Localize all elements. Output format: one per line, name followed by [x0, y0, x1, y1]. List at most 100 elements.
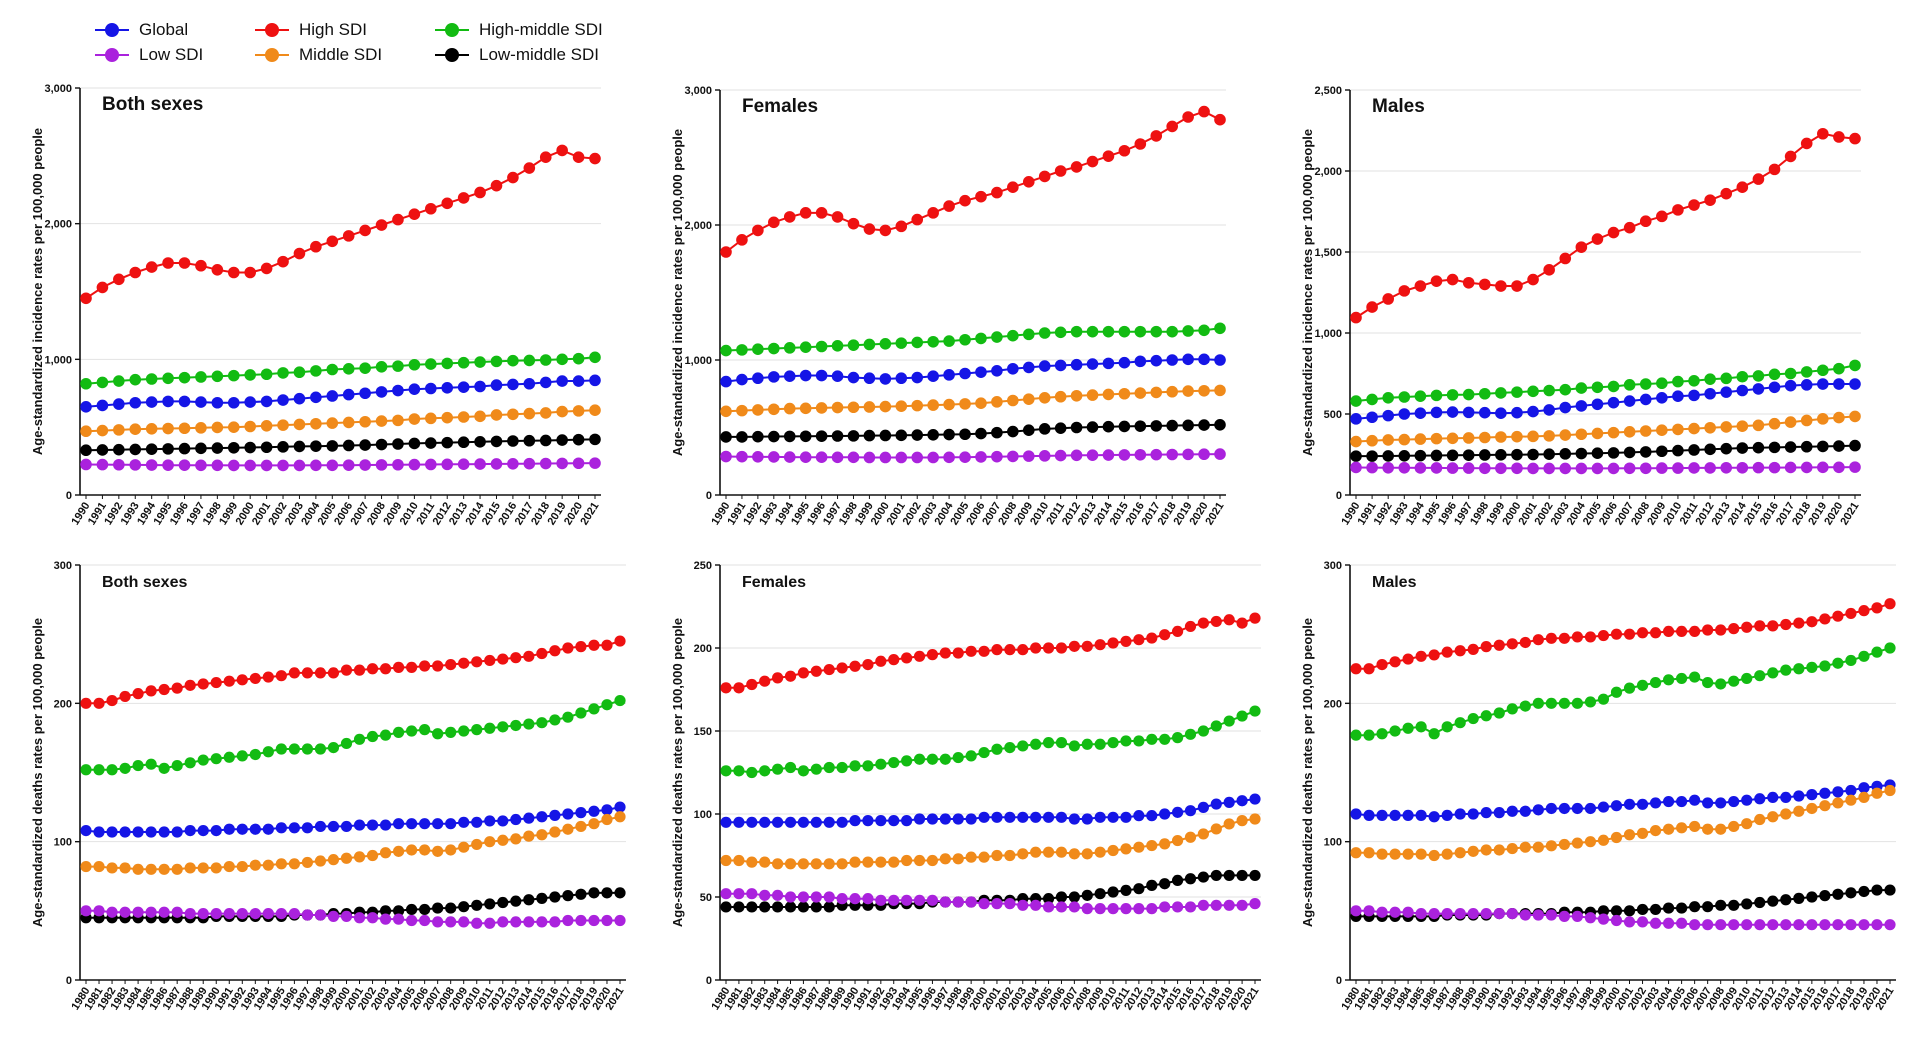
data-point [340, 737, 353, 750]
data-point [1623, 446, 1636, 459]
data-point [1389, 656, 1401, 668]
data-point [1197, 617, 1209, 629]
data-point [80, 825, 92, 837]
data-point [1519, 909, 1531, 921]
data-point [601, 914, 613, 927]
data-point [1350, 413, 1362, 425]
data-point [197, 754, 209, 766]
data-point [145, 863, 157, 875]
data-point [752, 372, 764, 385]
data-point [1182, 419, 1194, 432]
data-point [223, 860, 235, 873]
data-point [1545, 697, 1557, 709]
data-point [1511, 430, 1523, 443]
series-line [1356, 789, 1891, 857]
data-point [1559, 383, 1572, 396]
data-point [1007, 450, 1019, 463]
series-line [85, 149, 596, 300]
data-point [1793, 663, 1805, 675]
data-point [1728, 675, 1740, 687]
data-point [1054, 390, 1067, 403]
series-high-middle-sdi [80, 351, 601, 390]
data-point [474, 436, 486, 448]
data-point [1689, 794, 1701, 806]
data-point [752, 224, 764, 237]
data-point [1007, 362, 1019, 375]
data-point [406, 914, 418, 927]
data-point [310, 417, 322, 430]
data-point [1506, 908, 1518, 920]
legend-marker [255, 48, 289, 62]
data-point [849, 856, 861, 868]
data-point [991, 331, 1003, 343]
y-tick-label: 1,000 [44, 354, 72, 366]
data-point [911, 371, 924, 384]
data-point [1728, 899, 1740, 911]
data-point [1871, 919, 1883, 931]
data-point [1676, 822, 1688, 834]
data-point [1236, 899, 1248, 911]
data-point [197, 908, 209, 920]
x-tick-label: 2021 [578, 500, 601, 527]
data-point [195, 422, 207, 434]
data-point [539, 434, 552, 447]
data-point [720, 682, 732, 694]
data-point [1054, 165, 1067, 177]
data-point [1817, 440, 1829, 453]
data-point [510, 833, 522, 845]
data-point [96, 281, 109, 294]
data-point [129, 373, 142, 386]
data-point [1038, 360, 1051, 372]
data-point [392, 384, 404, 397]
data-point [1884, 884, 1896, 896]
data-point [145, 906, 157, 918]
data-point [1702, 797, 1714, 809]
data-point [1134, 325, 1147, 338]
data-point [1506, 703, 1518, 715]
data-point [549, 891, 561, 903]
data-point [536, 892, 548, 904]
data-point [293, 459, 306, 472]
y-axis-label: Age-standardized incidence rates per 100… [670, 129, 685, 456]
data-point [1166, 385, 1178, 398]
data-point [1672, 423, 1684, 436]
data-point [379, 663, 392, 675]
data-point [366, 912, 379, 924]
data-point [927, 428, 939, 441]
data-point [1350, 905, 1362, 917]
data-point [1022, 393, 1035, 405]
data-point [879, 429, 892, 442]
data-point [572, 151, 585, 163]
data-point [210, 825, 222, 837]
data-point [959, 333, 971, 346]
data-point [1806, 789, 1818, 801]
data-point [1198, 324, 1210, 337]
data-point [1527, 448, 1539, 461]
data-point [379, 729, 392, 741]
data-point [1584, 631, 1597, 643]
data-point [1676, 795, 1688, 808]
data-point [1704, 387, 1716, 400]
data-point [197, 825, 209, 837]
data-point [1166, 419, 1178, 432]
series-low-sdi [1350, 905, 1896, 931]
data-point [1171, 732, 1184, 744]
data-point [772, 889, 784, 901]
data-point [1223, 899, 1235, 911]
data-point [847, 217, 860, 230]
data-point [1402, 906, 1414, 918]
data-point [1042, 642, 1055, 654]
data-point [1607, 426, 1620, 439]
data-point [1768, 461, 1781, 474]
data-point [575, 641, 587, 653]
data-point [1845, 784, 1857, 797]
data-point [1159, 733, 1171, 745]
data-point [162, 443, 174, 455]
legend-marker [435, 23, 469, 37]
data-point [1845, 794, 1857, 806]
data-point [1511, 406, 1523, 419]
data-point [178, 422, 191, 435]
data-point [1480, 908, 1492, 920]
data-point [1022, 424, 1035, 437]
data-point [327, 854, 340, 866]
